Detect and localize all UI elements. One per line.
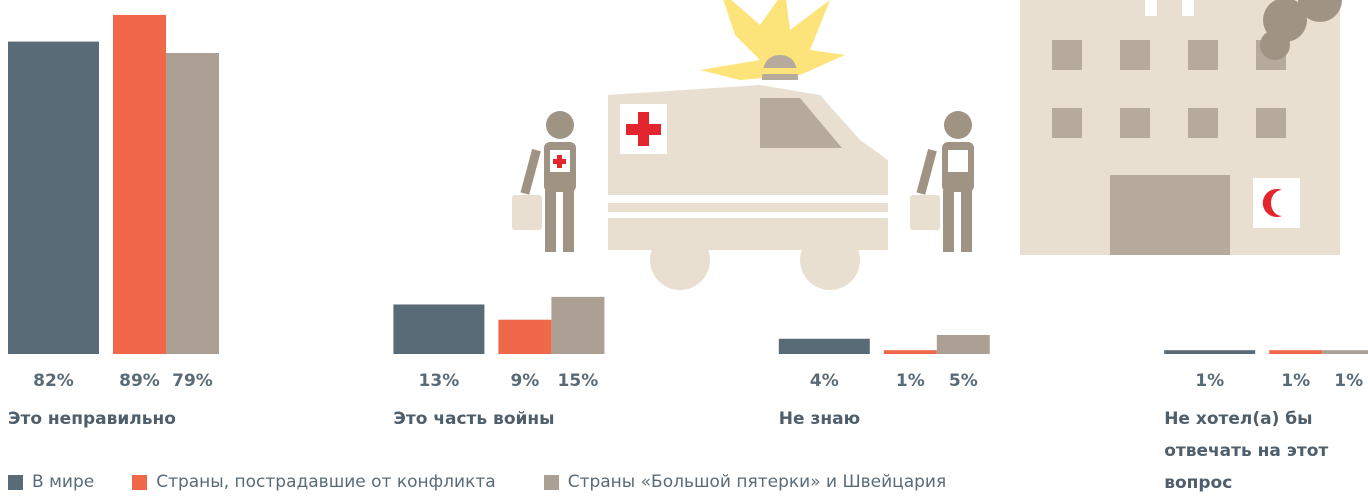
vest <box>948 150 968 172</box>
bar <box>8 42 99 354</box>
illustration <box>512 0 1342 290</box>
legend-item: Страны, пострадавшие от конфликта <box>132 472 496 492</box>
cross <box>626 124 661 135</box>
legend-swatch <box>8 475 23 490</box>
legend-label: В мире <box>32 472 94 492</box>
bar <box>166 53 219 354</box>
soldier <box>512 111 576 252</box>
value-label: 15% <box>558 371 599 391</box>
siren-band <box>760 68 798 74</box>
wheel <box>650 230 710 290</box>
value-label: 82% <box>33 371 74 391</box>
bar <box>498 320 551 354</box>
value-label: 89% <box>119 371 160 391</box>
cross <box>553 159 566 164</box>
value-label: 1% <box>1334 371 1363 391</box>
bar <box>884 350 937 354</box>
soldier <box>910 111 974 252</box>
crescent-bg <box>1253 178 1300 228</box>
value-label: 1% <box>1281 371 1310 391</box>
legend-item: Страны «Большой пятерки» и Швейцария <box>544 472 947 492</box>
value-label: 5% <box>949 371 978 391</box>
value-label: 13% <box>419 371 460 391</box>
value-label: 1% <box>1195 371 1224 391</box>
legend-item: В мире <box>8 472 94 492</box>
legend-swatch <box>132 475 147 490</box>
bar <box>1269 350 1322 354</box>
category-label: Это часть войны <box>393 403 763 435</box>
bar <box>1164 350 1255 354</box>
category-label: Не знаю <box>779 403 1149 435</box>
stripe <box>608 195 888 203</box>
legend-swatch <box>544 475 559 490</box>
legend: В мире Страны, пострадавшие от конфликта С… <box>8 472 1108 492</box>
wheel <box>800 230 860 290</box>
value-label: 1% <box>896 371 925 391</box>
bar <box>779 339 870 354</box>
infographic: 82% 89% 79% 13% 9% 15% 4% 1% 5% 1% 1% 1% В мире Стра… <box>0 0 1368 497</box>
legend-label: Страны, пострадавшие от конфликта <box>156 472 496 492</box>
opening <box>1145 0 1157 16</box>
stripe <box>608 212 888 218</box>
category-label: Не хотел(а) бы отвечать на этот вопрос <box>1164 403 1359 497</box>
bar <box>551 297 604 354</box>
category-label: Это неправильно <box>8 403 378 435</box>
opening <box>1182 0 1194 16</box>
bar <box>393 304 484 354</box>
legend-label: Страны «Большой пятерки» и Швейцария <box>568 472 947 492</box>
value-label: 4% <box>810 371 839 391</box>
bar <box>1322 350 1368 354</box>
bar <box>113 15 166 354</box>
value-label: 79% <box>172 371 213 391</box>
value-label: 9% <box>510 371 539 391</box>
bar <box>937 335 990 354</box>
